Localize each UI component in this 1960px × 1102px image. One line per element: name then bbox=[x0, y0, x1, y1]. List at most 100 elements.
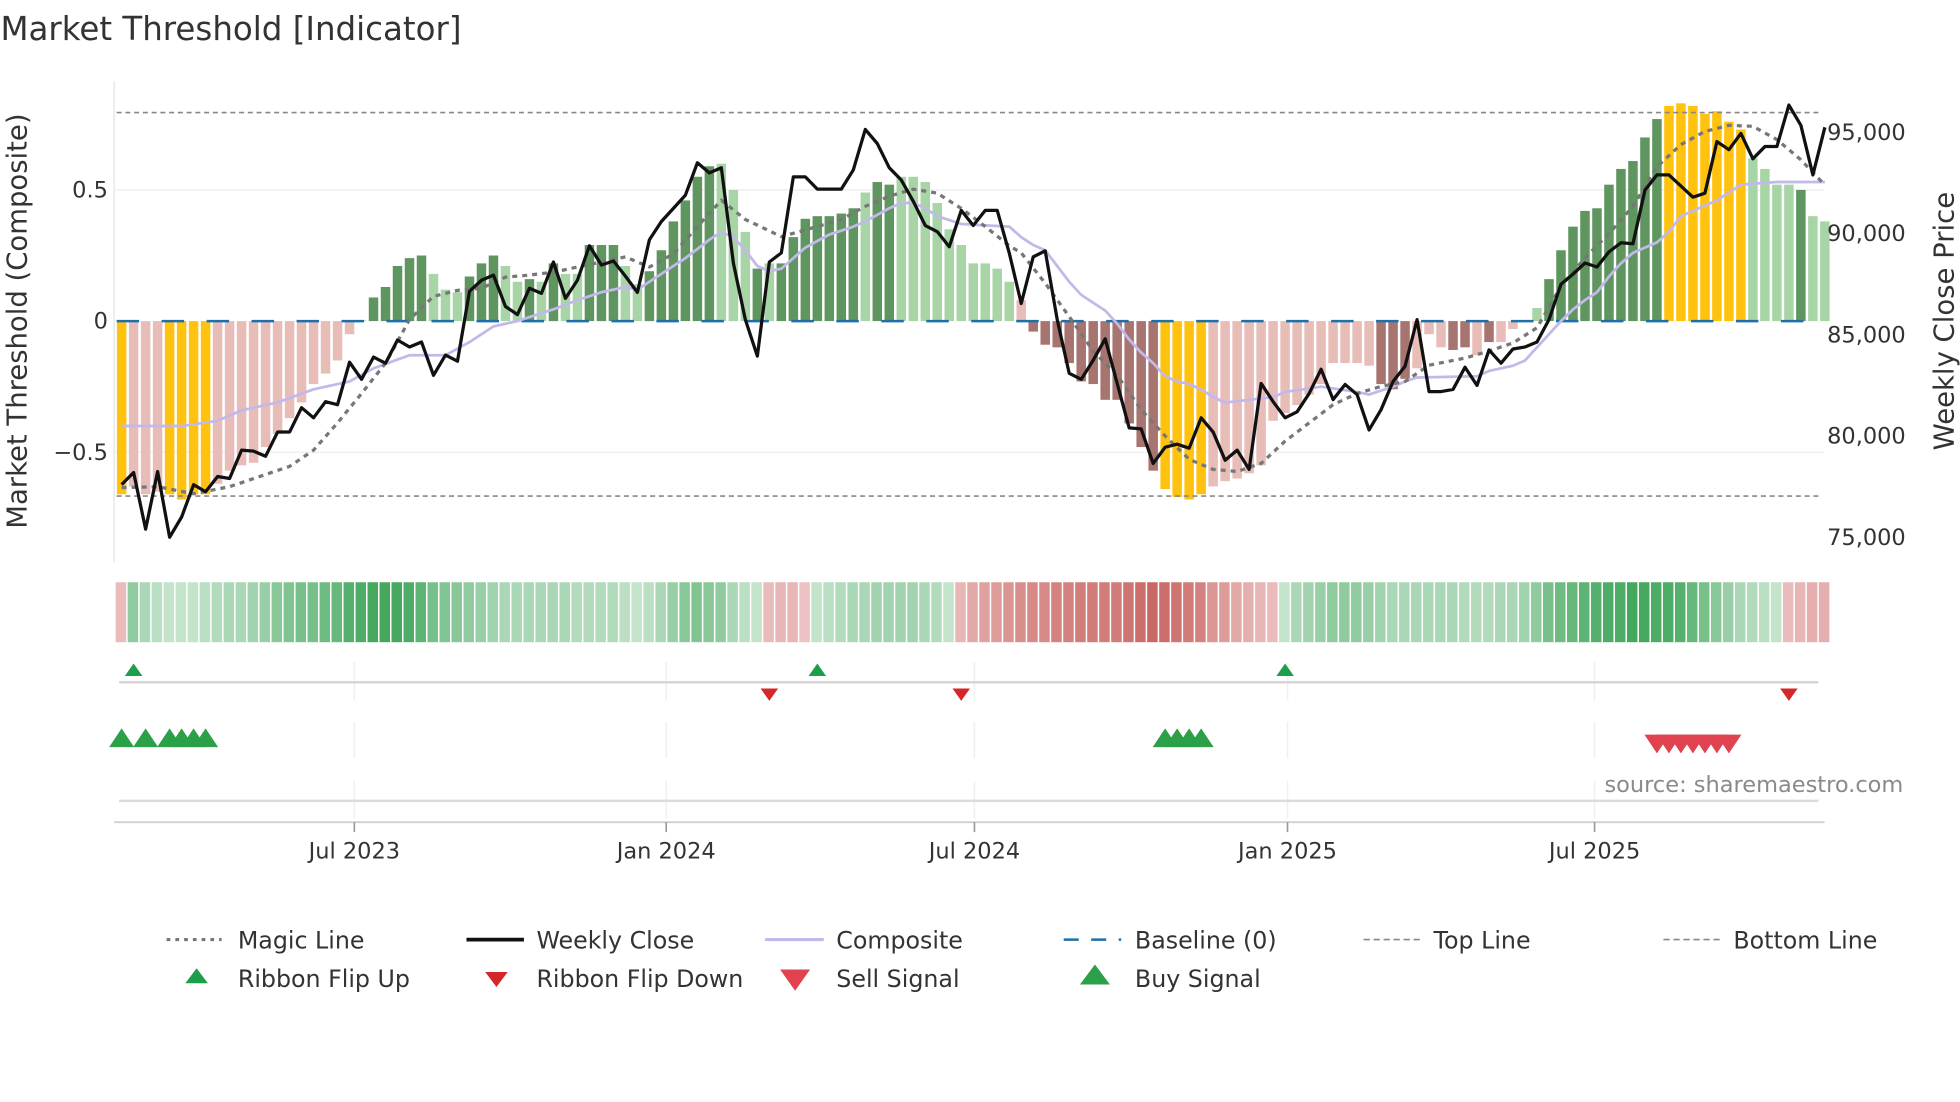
composite-bar bbox=[500, 266, 511, 322]
ribbon-cell bbox=[1734, 582, 1746, 643]
ribbon-cell bbox=[1447, 582, 1458, 643]
ribbon-cell bbox=[1782, 582, 1794, 643]
ribbon-cell bbox=[1243, 582, 1254, 643]
composite-bar bbox=[1328, 321, 1338, 364]
ribbon-cell bbox=[1770, 582, 1782, 643]
buy-signal-marker bbox=[109, 728, 135, 748]
composite-bar bbox=[308, 321, 319, 385]
composite-bar bbox=[140, 321, 151, 495]
buy-signal-marker bbox=[133, 728, 159, 748]
ribbon-cell bbox=[187, 582, 199, 643]
composite-bar bbox=[836, 213, 847, 322]
legend-sell-signal-icon bbox=[780, 969, 811, 991]
ribbon-cell bbox=[1207, 582, 1218, 643]
composite-bar bbox=[1496, 321, 1506, 343]
composite-bar bbox=[524, 279, 535, 322]
composite-bar bbox=[848, 208, 859, 322]
composite-bar bbox=[1112, 321, 1122, 400]
legend-buy-signal-icon bbox=[1079, 964, 1110, 985]
composite-bar bbox=[512, 281, 523, 322]
composite-bar bbox=[1712, 111, 1722, 322]
composite-bar bbox=[488, 255, 499, 322]
ribbon-cell bbox=[775, 582, 786, 643]
composite-bar bbox=[752, 268, 763, 322]
right-tick-label: 80,000 bbox=[1827, 424, 1906, 450]
legend: Magic Line Weekly Close Composite Baseli… bbox=[166, 926, 1877, 993]
right-tick-label: 95,000 bbox=[1827, 120, 1906, 146]
ribbon-cell bbox=[727, 582, 738, 643]
composite-bar bbox=[248, 321, 259, 463]
composite-bar bbox=[476, 263, 487, 322]
ribbon-cell bbox=[1674, 582, 1686, 643]
ribbon-cell bbox=[1279, 582, 1290, 643]
ribbon-cell bbox=[1650, 582, 1662, 643]
composite-bar bbox=[1436, 321, 1446, 348]
composite-bar bbox=[944, 229, 955, 322]
composite-bar bbox=[404, 258, 415, 322]
ribbon-cell bbox=[511, 582, 522, 643]
ribbon-cell bbox=[739, 582, 750, 643]
composite-bar bbox=[896, 176, 907, 322]
ribbon-cell bbox=[1003, 582, 1014, 643]
left-axis-title: Market Threshold (Composite) bbox=[2, 113, 34, 528]
ribbon-cell bbox=[667, 582, 678, 643]
composite-bar bbox=[1388, 321, 1398, 390]
composite-bar bbox=[716, 163, 727, 322]
composite-bar bbox=[920, 182, 931, 322]
ribbon-cell bbox=[1327, 582, 1338, 643]
composite-bar bbox=[440, 289, 451, 322]
ribbon-cell bbox=[475, 582, 486, 643]
ribbon-cell bbox=[523, 582, 534, 643]
ribbon-cell bbox=[1722, 582, 1734, 643]
ribbon-cell bbox=[1554, 582, 1566, 643]
ribbon-cell bbox=[451, 582, 462, 643]
composite-bar bbox=[800, 218, 811, 322]
ribbon-flip-down-marker bbox=[952, 688, 971, 701]
legend-top-line: Top Line bbox=[1433, 926, 1531, 954]
ribbon-cell bbox=[655, 582, 666, 643]
ribbon-cell bbox=[427, 582, 438, 643]
composite-bar bbox=[1052, 321, 1062, 348]
composite-bar bbox=[1268, 321, 1278, 421]
ribbon-cell bbox=[1626, 582, 1638, 643]
composite-bar bbox=[1424, 321, 1434, 335]
composite-bar bbox=[1640, 137, 1650, 322]
ribbon-cell bbox=[1099, 582, 1110, 643]
ribbon-cell bbox=[1531, 582, 1542, 643]
right-tick-label: 90,000 bbox=[1827, 221, 1906, 247]
ribbon-cell bbox=[871, 582, 882, 643]
buy-signal-marker bbox=[1188, 728, 1214, 748]
ribbon-cell bbox=[139, 582, 151, 643]
composite-bar bbox=[812, 216, 823, 322]
right-axis-title: Weekly Close Price bbox=[1928, 192, 1960, 450]
composite-bar bbox=[824, 216, 835, 322]
composite-bar bbox=[764, 263, 775, 322]
ribbon-cell bbox=[1315, 582, 1326, 643]
ribbon-cell bbox=[211, 582, 223, 643]
legend-magic-line: Magic Line bbox=[238, 926, 365, 954]
composite-bar bbox=[1100, 321, 1110, 400]
ribbon-cell bbox=[1519, 582, 1530, 643]
ribbon-cell bbox=[1195, 582, 1206, 643]
ribbon-cell bbox=[487, 582, 498, 643]
composite-bar bbox=[284, 321, 295, 419]
composite-bar bbox=[1616, 168, 1626, 322]
composite-bar bbox=[1688, 105, 1698, 322]
legend-ribbon-flip-down-icon bbox=[485, 972, 508, 988]
ribbon-cell bbox=[331, 582, 343, 643]
composite-bar bbox=[1172, 321, 1182, 497]
ribbon-flip-up-marker bbox=[124, 663, 143, 676]
composite-bar bbox=[1484, 321, 1494, 343]
ribbon-cell bbox=[1111, 582, 1122, 643]
composite-bar bbox=[956, 245, 967, 322]
composite-bar bbox=[968, 263, 979, 322]
ribbon-cell bbox=[715, 582, 726, 643]
ribbon-cell bbox=[1255, 582, 1266, 643]
left-axis-ticks: 0.5 0 −0.5 bbox=[53, 177, 108, 465]
composite-bar bbox=[1244, 321, 1254, 474]
composite-bar bbox=[1040, 321, 1050, 345]
composite-bar bbox=[1124, 321, 1134, 424]
ribbon-cell bbox=[1291, 582, 1302, 643]
ribbon-cell bbox=[1638, 582, 1650, 643]
